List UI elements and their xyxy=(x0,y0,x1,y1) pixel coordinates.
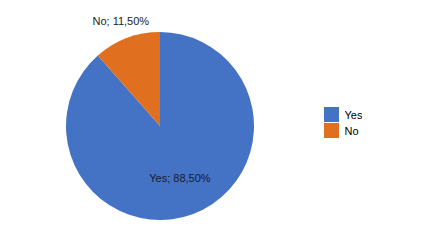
html-text:No: No xyxy=(344,124,359,137)
html-text:Yes: Yes xyxy=(344,108,363,121)
svg-text:No; 11,50%: No; 11,50% xyxy=(92,15,149,27)
svg-text:Yes; 88,50%: Yes; 88,50% xyxy=(149,172,211,184)
